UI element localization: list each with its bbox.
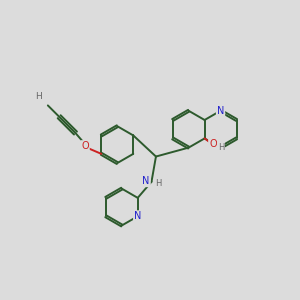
Text: O: O <box>209 139 217 149</box>
Text: H: H <box>155 179 161 188</box>
Text: N: N <box>134 211 141 221</box>
Text: O: O <box>81 141 89 151</box>
Text: H: H <box>35 92 42 101</box>
Text: N: N <box>142 176 150 186</box>
Text: H: H <box>218 143 224 152</box>
Text: N: N <box>217 106 224 116</box>
